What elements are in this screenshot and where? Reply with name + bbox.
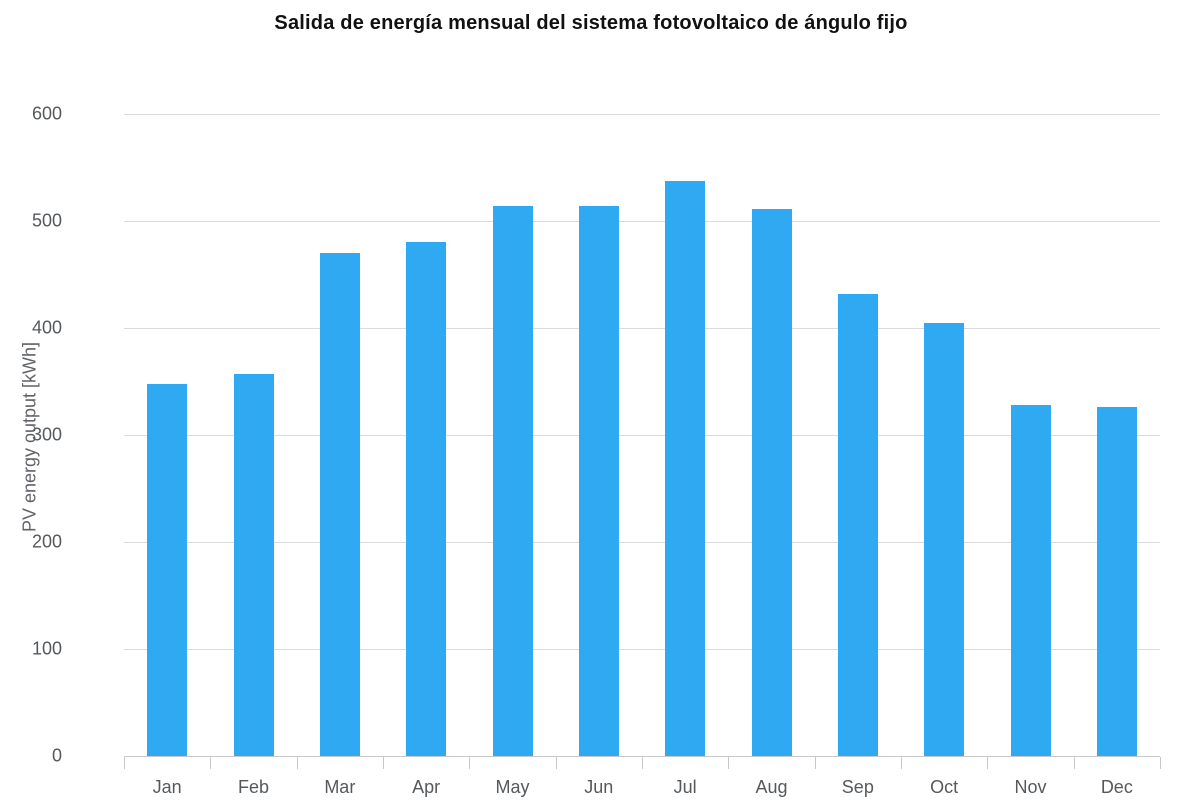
x-tick-mark (555, 757, 557, 769)
x-tick-label-aug: Aug (755, 777, 788, 797)
x-tick-label-jan: Jan (152, 777, 182, 797)
x-tick-label-apr: Apr (412, 777, 441, 797)
plot-area: 0 100 200 300 400 500 600 Jan Feb Mar Apr May Jun Jul… (32, 104, 1161, 797)
gridline-300 (124, 435, 1160, 436)
x-tick-mark (296, 757, 298, 769)
bar-jul (665, 181, 706, 756)
bar-oct (924, 322, 965, 756)
y-tick-label-0: 0 (51, 745, 62, 766)
gridline-500 (124, 221, 1160, 222)
x-tick-label-sep: Sep (841, 777, 874, 797)
x-tick-label-nov: Nov (1014, 777, 1047, 797)
x-tick-mark (1073, 757, 1075, 769)
x-tick-mark (1160, 757, 1161, 769)
x-tick-mark (383, 757, 384, 769)
x-tick-mark (728, 757, 730, 769)
y-tick-label-100: 100 (31, 638, 62, 659)
y-tick-label-600: 600 (31, 103, 62, 124)
bar-sep (837, 293, 878, 756)
bar-nov (1010, 405, 1051, 756)
bar-jan (147, 383, 188, 756)
y-tick-label-200: 200 (31, 531, 62, 552)
x-tick-mark (814, 757, 816, 769)
bar-feb (233, 374, 274, 756)
x-tick-mark (642, 757, 643, 769)
y-tick-label-400: 400 (31, 317, 62, 338)
gridline-200 (124, 542, 1160, 543)
gridline-100 (124, 649, 1160, 650)
x-tick-label-mar: Mar (324, 777, 356, 797)
bar-mar (319, 253, 360, 756)
x-tick-mark (469, 757, 471, 769)
x-tick-mark (987, 757, 989, 769)
bar-jun (578, 206, 619, 756)
x-tick-mark (210, 757, 212, 769)
gridline-400 (124, 328, 1160, 329)
x-tick-label-jun: Jun (584, 777, 614, 797)
x-tick-label-feb: Feb (237, 777, 269, 797)
x-tick-label-jul: Jul (673, 777, 697, 797)
x-tick-mark (901, 757, 902, 769)
x-axis-line (124, 756, 1160, 757)
x-tick-label-dec: Dec (1100, 777, 1133, 797)
bar-dec (1096, 407, 1137, 756)
x-tick-label-may: May (495, 777, 530, 797)
bar-may (492, 206, 533, 756)
gridline-600 (124, 114, 1160, 115)
y-tick-label-300: 300 (31, 424, 62, 445)
bar-aug (751, 209, 792, 756)
x-tick-label-oct: Oct (930, 777, 959, 797)
bar-apr (406, 242, 447, 756)
chart-title: Salida de energía mensual del sistema fo… (274, 12, 908, 34)
y-tick-label-500: 500 (31, 210, 62, 231)
x-tick-mark (124, 757, 125, 769)
